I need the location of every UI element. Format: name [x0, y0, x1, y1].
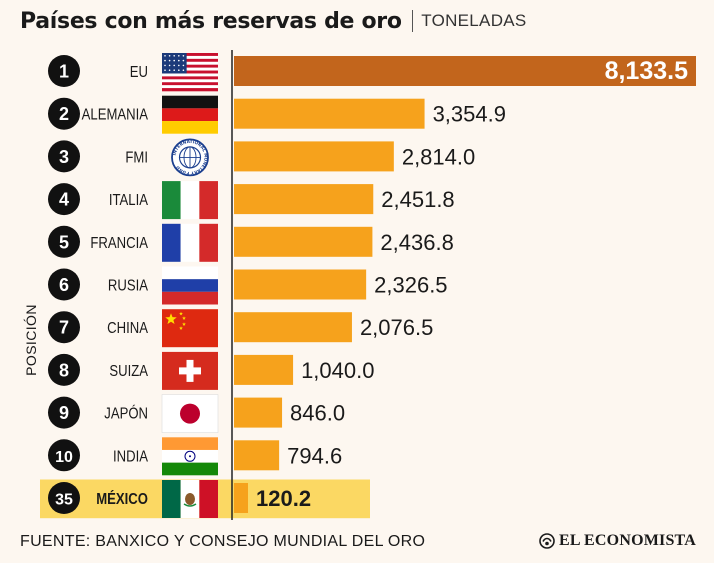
country-label: CHINA — [107, 320, 148, 337]
rank-number: 35 — [55, 492, 73, 509]
country-label: ITALIA — [109, 192, 148, 209]
value-label: 2,076.5 — [360, 315, 433, 340]
value-label: 2,436.8 — [380, 230, 453, 255]
chart-row: 35 MÉXICO 120.2 — [48, 480, 311, 518]
india-flag — [162, 437, 218, 476]
rank-badge — [48, 311, 80, 344]
imf-seal: INTERNATIONAL MONETARY FUND — [171, 138, 209, 177]
axis-label: POSICIÓN — [23, 304, 39, 376]
country-label: RUSIA — [108, 277, 148, 294]
country-label: EU — [130, 64, 148, 81]
rank-number: 10 — [55, 449, 73, 466]
chart-row: 5 FRANCIA 2,436.8 — [48, 223, 454, 262]
country-label: JAPÓN — [104, 404, 148, 423]
rank-badge — [48, 140, 80, 173]
value-label: 2,814.0 — [402, 144, 475, 169]
value-label: 120.2 — [256, 486, 311, 511]
value-label: 2,326.5 — [374, 273, 447, 298]
rank-number: 3 — [59, 147, 69, 167]
bar — [234, 56, 696, 86]
rank-badge — [48, 97, 80, 130]
rank-number: 7 — [59, 318, 69, 338]
rank-number: 1 — [59, 62, 69, 82]
value-label: 8,133.5 — [605, 57, 689, 85]
rank-number: 9 — [59, 403, 69, 423]
rank-badge — [48, 55, 80, 87]
rank-badge — [48, 225, 80, 258]
value-label: 2,451.8 — [381, 187, 454, 212]
chart-row: 2 ALEMANIA 3,354.9 — [48, 95, 506, 134]
value-label: 3,354.9 — [433, 102, 506, 127]
rank-badge — [48, 439, 80, 472]
bar — [234, 397, 283, 428]
rank-badge — [48, 482, 80, 514]
usa-flag — [162, 53, 218, 92]
country-label: SUIZA — [109, 363, 148, 380]
chart-row: 10 INDIA 794.6 — [48, 437, 342, 476]
bar — [234, 98, 425, 129]
brand: EL ECONOMISTA — [539, 532, 696, 550]
bar — [234, 184, 374, 215]
chart-title: Países con más reservas de oro — [20, 8, 402, 34]
rank-number: 8 — [59, 360, 69, 380]
title-separator — [411, 10, 414, 32]
italy-flag — [162, 181, 218, 220]
country-label: FRANCIA — [90, 235, 148, 252]
bar — [234, 141, 394, 172]
germany-flag — [162, 95, 218, 134]
chart-row: 7 CHINA 2,076.5 — [48, 309, 433, 348]
country-label: MÉXICO — [96, 490, 148, 509]
country-label: FMI — [125, 149, 148, 166]
source-note: FUENTE: BANXICO Y CONSEJO MUNDIAL DEL OR… — [20, 533, 426, 550]
bar — [234, 269, 367, 300]
value-label: 846.0 — [290, 401, 345, 426]
chart-row: 6 RUSIA 2,326.5 — [48, 266, 448, 305]
rank-badge — [48, 396, 80, 429]
unit-label: TONELADAS — [421, 11, 527, 30]
rank-badge — [48, 353, 80, 386]
japan-flag — [161, 394, 219, 433]
bar — [234, 354, 294, 385]
russia-flag — [162, 266, 218, 305]
value-label: 794.6 — [287, 443, 342, 468]
header: Países con más reservas de oro TONELADAS — [20, 6, 527, 36]
rank-number: 2 — [59, 104, 69, 124]
france-flag — [162, 223, 218, 262]
chart-row: 4 ITALIA 2,451.8 — [48, 181, 455, 220]
chart-row: 8 SUIZA 1,040.0 — [48, 351, 374, 390]
mexico-flag — [162, 480, 218, 518]
value-label: 1,040.0 — [301, 358, 374, 383]
country-label: INDIA — [113, 448, 148, 465]
bar — [234, 440, 280, 471]
chart-row: 9 JAPÓN 846.0 — [48, 394, 345, 433]
brand-name: EL ECONOMISTA — [559, 532, 696, 549]
switzerland-flag — [162, 351, 218, 390]
el-economista-logo-icon — [539, 533, 555, 549]
chart-row: 3 FMI INTERNATIONAL MONETARY FUND 2,814.0 — [48, 138, 475, 177]
rank-number: 4 — [59, 190, 69, 210]
rank-number: 5 — [59, 232, 69, 252]
chart-row: 1 EU 8,133.5 — [48, 53, 696, 92]
bar — [234, 226, 373, 257]
rank-badge — [48, 183, 80, 216]
bar — [234, 312, 352, 343]
country-label: ALEMANIA — [82, 107, 149, 124]
rank-number: 6 — [59, 275, 69, 295]
rank-badge — [48, 268, 80, 301]
bar — [234, 483, 248, 513]
china-flag — [162, 309, 218, 348]
